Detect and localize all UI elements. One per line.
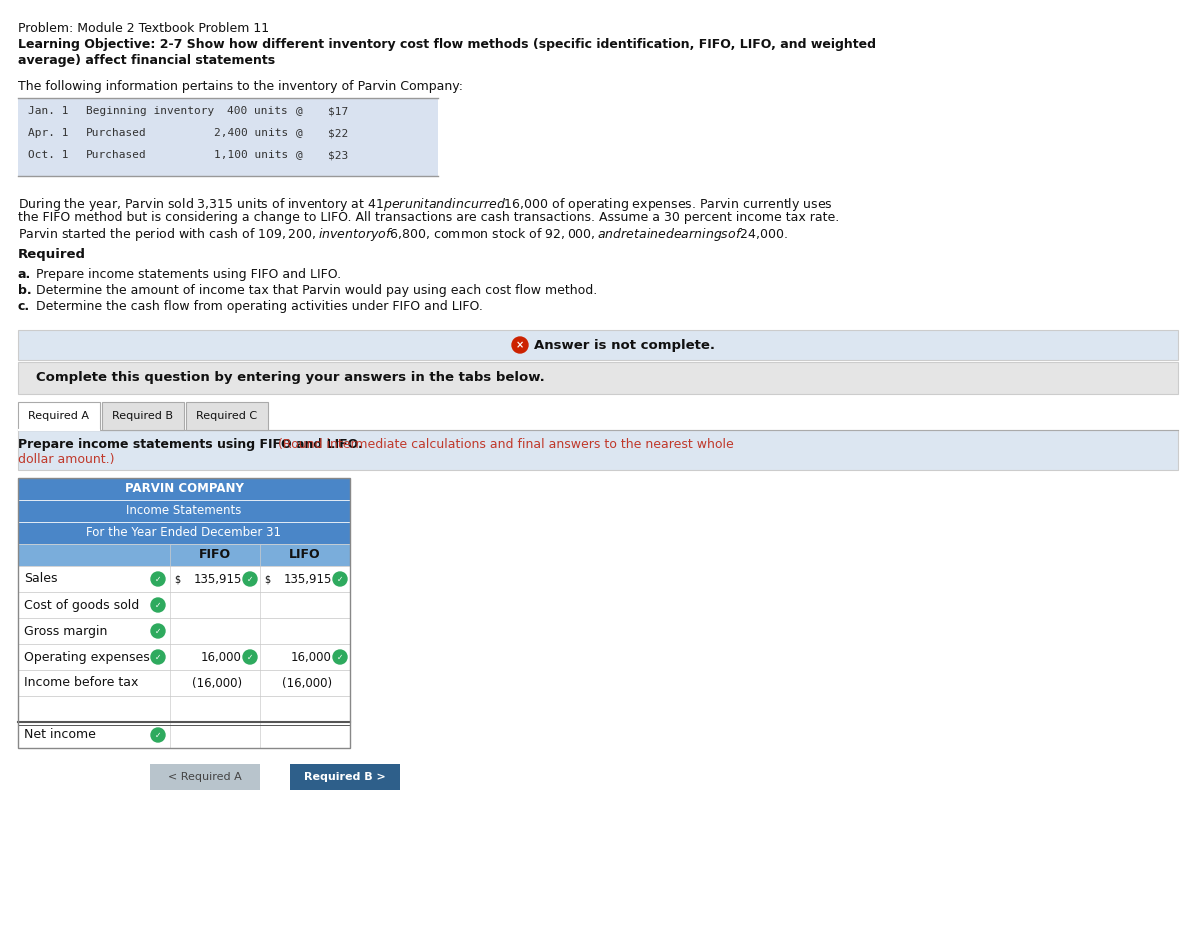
Text: ✓: ✓ [247, 575, 253, 583]
Bar [18, 670, 350, 696]
Text: dollar amount.): dollar amount.) [18, 453, 114, 466]
Text: 2,400 units: 2,400 units [214, 128, 288, 138]
Text: @: @ [296, 106, 302, 116]
Bar [18, 644, 350, 670]
Text: 1,100 units: 1,100 units [214, 150, 288, 160]
Text: Sales: Sales [24, 573, 58, 586]
Text: the FIFO method but is considering a change to LIFO. All transactions are cash t: the FIFO method but is considering a cha… [18, 211, 839, 224]
Text: PARVIN COMPANY: PARVIN COMPANY [125, 482, 244, 495]
Text: (16,000): (16,000) [282, 677, 332, 690]
Text: Answer is not complete.: Answer is not complete. [534, 339, 715, 352]
Circle shape [334, 650, 347, 664]
Text: 135,915: 135,915 [283, 573, 332, 586]
Bar [186, 402, 268, 430]
Text: @: @ [296, 150, 302, 160]
Text: For the Year Ended December 31: For the Year Ended December 31 [86, 526, 282, 539]
Text: 16,000: 16,000 [202, 651, 242, 664]
Circle shape [334, 572, 347, 586]
Bar [18, 478, 350, 748]
Text: During the year, Parvin sold 3,315 units of inventory at $41 per unit and incurr: During the year, Parvin sold 3,315 units… [18, 196, 833, 213]
Text: Complete this question by entering your answers in the tabs below.: Complete this question by entering your … [36, 372, 545, 385]
Text: Prepare income statements using FIFO and LIFO.: Prepare income statements using FIFO and… [18, 438, 362, 451]
Text: ✓: ✓ [337, 652, 343, 662]
Text: Problem: Module 2 Textbook Problem 11: Problem: Module 2 Textbook Problem 11 [18, 22, 269, 35]
Text: Required A: Required A [29, 411, 90, 421]
Text: ✓: ✓ [155, 575, 161, 583]
Circle shape [512, 337, 528, 353]
Bar [18, 330, 1178, 360]
Bar [18, 430, 1178, 470]
Text: Apr. 1: Apr. 1 [28, 128, 68, 138]
Bar [150, 764, 260, 790]
Circle shape [151, 624, 166, 638]
Bar [18, 592, 350, 618]
Text: ✓: ✓ [155, 626, 161, 636]
Bar [18, 478, 350, 500]
Text: $: $ [264, 574, 270, 584]
Circle shape [242, 650, 257, 664]
Text: a.: a. [18, 268, 31, 281]
Text: Determine the cash flow from operating activities under FIFO and LIFO.: Determine the cash flow from operating a… [32, 300, 482, 313]
Text: 400 units: 400 units [227, 106, 288, 116]
Bar [18, 722, 350, 748]
Text: ✓: ✓ [337, 575, 343, 583]
Text: Net income: Net income [24, 728, 96, 741]
Text: (Round intermediate calculations and final answers to the nearest whole: (Round intermediate calculations and fin… [278, 438, 733, 451]
Circle shape [151, 650, 166, 664]
Text: Required B >: Required B > [304, 772, 386, 782]
Bar [18, 98, 438, 176]
Text: Income before tax: Income before tax [24, 677, 138, 690]
Text: Parvin started the period with cash of $109,200, inventory of $6,800, common sto: Parvin started the period with cash of $… [18, 226, 788, 243]
Text: Learning Objective: 2-7 Show how different inventory cost flow methods (specific: Learning Objective: 2-7 Show how differe… [18, 38, 876, 51]
Text: b.: b. [18, 284, 31, 297]
Bar [18, 566, 350, 592]
Text: Beginning inventory: Beginning inventory [86, 106, 215, 116]
Text: Oct. 1: Oct. 1 [28, 150, 68, 160]
Text: Cost of goods sold: Cost of goods sold [24, 598, 139, 611]
Text: < Required A: < Required A [168, 772, 242, 782]
Text: ✓: ✓ [155, 601, 161, 609]
Text: average) affect financial statements: average) affect financial statements [18, 54, 275, 67]
Bar [18, 618, 350, 644]
Text: ✓: ✓ [155, 730, 161, 739]
Text: $22: $22 [328, 128, 348, 138]
Text: $17: $17 [328, 106, 348, 116]
Text: Determine the amount of income tax that Parvin would pay using each cost flow me: Determine the amount of income tax that … [32, 284, 598, 297]
Circle shape [151, 728, 166, 742]
Bar [290, 764, 400, 790]
Bar [18, 544, 350, 566]
Bar [18, 362, 1178, 394]
Text: LIFO: LIFO [289, 548, 320, 562]
Text: $23: $23 [328, 150, 348, 160]
Text: (16,000): (16,000) [192, 677, 242, 690]
Text: Required C: Required C [197, 411, 258, 421]
Text: @: @ [296, 128, 302, 138]
Text: 135,915: 135,915 [193, 573, 242, 586]
Text: c.: c. [18, 300, 30, 313]
Bar [18, 402, 100, 430]
Text: Prepare income statements using FIFO and LIFO.: Prepare income statements using FIFO and… [32, 268, 341, 281]
Text: The following information pertains to the inventory of Parvin Company:: The following information pertains to th… [18, 80, 463, 93]
Bar [18, 500, 350, 522]
Text: Income Statements: Income Statements [126, 505, 241, 518]
Circle shape [151, 572, 166, 586]
Bar [18, 696, 350, 722]
Text: Gross margin: Gross margin [24, 624, 107, 637]
Text: ✓: ✓ [247, 652, 253, 662]
Text: FIFO: FIFO [199, 548, 232, 562]
Text: Jan. 1: Jan. 1 [28, 106, 68, 116]
Bar [18, 522, 350, 544]
Text: $: $ [174, 574, 180, 584]
Text: Required: Required [18, 248, 86, 261]
Circle shape [151, 598, 166, 612]
Bar [102, 402, 184, 430]
Text: Purchased: Purchased [86, 128, 146, 138]
Text: ×: × [516, 340, 524, 350]
Text: 16,000: 16,000 [292, 651, 332, 664]
Text: ✓: ✓ [155, 652, 161, 662]
Circle shape [242, 572, 257, 586]
Text: Operating expenses: Operating expenses [24, 651, 150, 664]
Text: Required B: Required B [113, 411, 174, 421]
Text: Purchased: Purchased [86, 150, 146, 160]
